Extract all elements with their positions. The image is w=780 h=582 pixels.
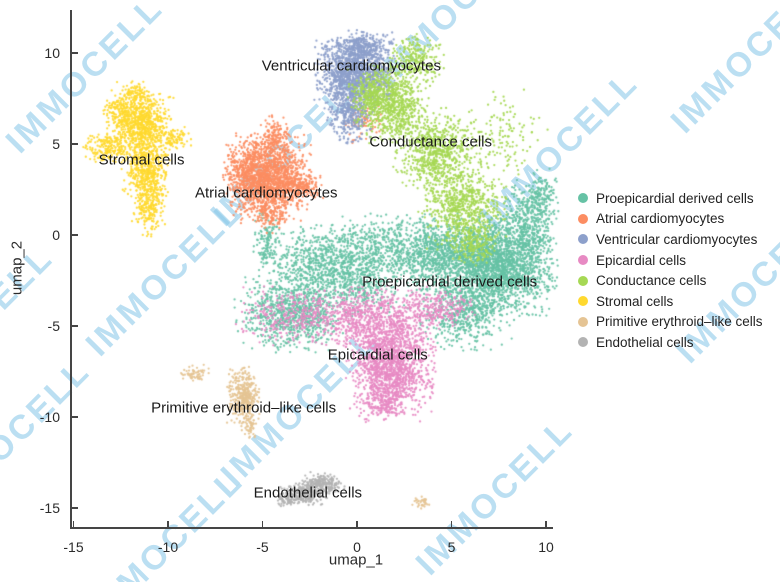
legend-item-conductance-cells: Conductance cells <box>578 270 763 291</box>
legend-label: Conductance cells <box>596 273 707 289</box>
legend-dot-icon <box>578 255 588 266</box>
legend-item-endothelial-cells: Endothelial cells <box>578 332 763 353</box>
legend-label: Proepicardial derived cells <box>596 190 754 206</box>
x-axis-line <box>70 527 553 529</box>
x-axis-title: umap_1 <box>328 551 384 569</box>
legend-dot-icon <box>578 296 588 307</box>
legend-dot-icon <box>578 234 588 245</box>
legend-label: Atrial cardiomyocytes <box>596 211 725 227</box>
legend-dot-icon <box>578 275 588 286</box>
legend-item-ventricular-cardiomyocytes: Ventricular cardiomyocytes <box>578 229 763 250</box>
legend-item-primitive-erythroid-like-cells: Primitive erythroid–like cells <box>578 312 763 333</box>
legend-item-stromal-cells: Stromal cells <box>578 291 763 312</box>
legend-dot-icon <box>578 337 588 348</box>
legend-dot-icon <box>578 213 588 224</box>
y-axis-line <box>70 10 72 529</box>
legend-item-epicardial-cells: Epicardial cells <box>578 250 763 271</box>
legend-label: Ventricular cardiomyocytes <box>596 231 758 247</box>
legend-dot-icon <box>578 316 588 327</box>
legend-label: Epicardial cells <box>596 252 687 268</box>
y-axis-title: umap_2 <box>8 240 26 296</box>
legend-item-atrial-cardiomyocytes: Atrial cardiomyocytes <box>578 209 763 230</box>
legend-label: Endothelial cells <box>596 334 694 350</box>
legend-item-proepicardial-derived-cells: Proepicardial derived cells <box>578 188 763 209</box>
legend-label: Stromal cells <box>596 293 674 309</box>
legend-dot-icon <box>578 193 588 204</box>
legend-label: Primitive erythroid–like cells <box>596 314 763 330</box>
legend: Proepicardial derived cells Atrial cardio… <box>578 188 763 353</box>
